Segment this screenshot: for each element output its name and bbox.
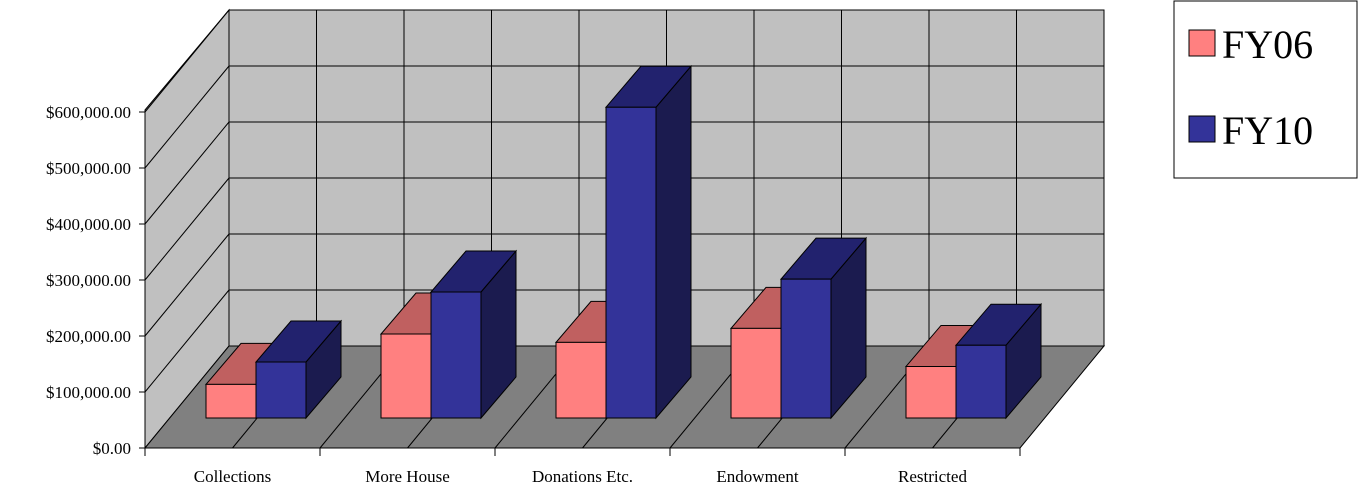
legend-swatch — [1188, 115, 1216, 143]
gridline-side — [144, 121, 230, 225]
x-axis-labels: Collections More House Donations Etc. Endow… — [144, 448, 1021, 486]
y-tick-label: $0.00 — [93, 439, 131, 458]
y-tick-label: $200,000.00 — [46, 327, 131, 346]
chart-bars — [204, 64, 1043, 420]
gridline-side — [144, 65, 230, 169]
bar-front — [605, 106, 657, 419]
x-category-label: Endowment — [716, 467, 798, 486]
chart-legend: FY06 FY10 — [1173, 0, 1358, 179]
gridline-side — [144, 9, 230, 113]
y-tick-label: $400,000.00 — [46, 215, 131, 234]
y-tick-label: $100,000.00 — [46, 383, 131, 402]
x-category-label: Donations Etc. — [532, 467, 633, 486]
bar-front — [380, 333, 432, 419]
bar-front — [205, 383, 257, 419]
gridline-side — [144, 233, 230, 337]
y-tick-label: $600,000.00 — [46, 103, 131, 122]
x-category-label: More House — [365, 467, 450, 486]
x-category-label: Collections — [194, 467, 271, 486]
x-category-label: Restricted — [898, 467, 967, 486]
bar-front — [555, 341, 607, 419]
y-tick-label: $500,000.00 — [46, 159, 131, 178]
y-axis-ticks: $0.00 $100,000.00 $200,000.00 $300,000.00 $4… — [46, 103, 1020, 458]
bar-front — [955, 344, 1007, 419]
y-tick-label: $300,000.00 — [46, 271, 131, 290]
bar-fy10 — [779, 236, 868, 420]
bar-front — [730, 327, 782, 419]
legend-label: FY06 — [1222, 22, 1313, 67]
bar-front — [430, 291, 482, 419]
bar-fy10 — [254, 319, 343, 420]
bar-side — [655, 64, 692, 420]
bar-front — [255, 361, 307, 419]
bar-fy10 — [954, 302, 1043, 420]
bar-fy10 — [604, 64, 693, 420]
gridline-side — [144, 289, 230, 393]
legend-swatch — [1188, 29, 1216, 57]
gridline-side — [144, 177, 230, 281]
bar-front — [905, 365, 957, 419]
legend-label: FY10 — [1222, 108, 1313, 153]
bar-front — [780, 278, 832, 419]
bar-fy10 — [429, 249, 518, 420]
